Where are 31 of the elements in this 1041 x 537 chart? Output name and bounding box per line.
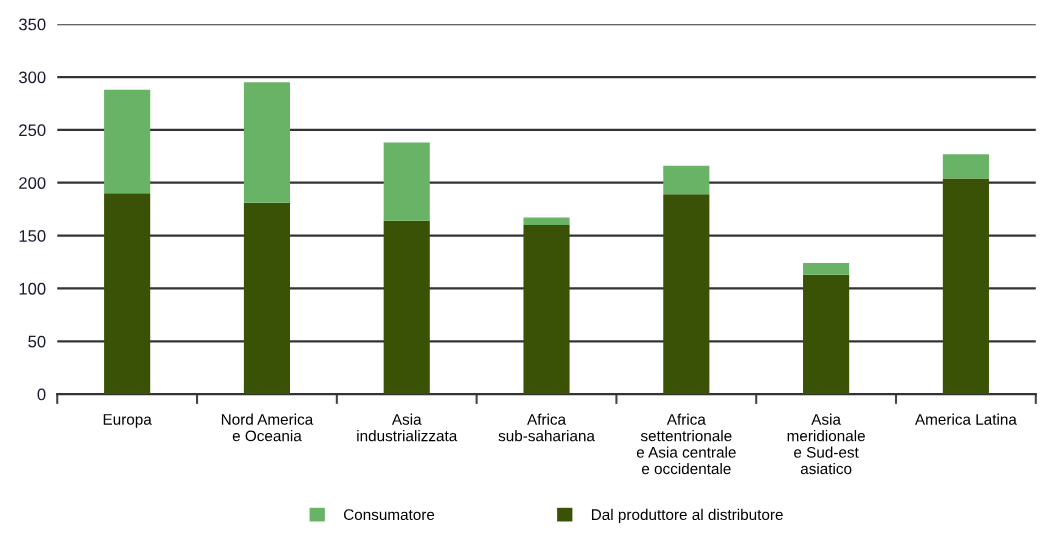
bar	[383, 142, 430, 221]
bar	[383, 220, 430, 395]
legend-label: Consumatore	[343, 509, 435, 521]
bar	[942, 178, 989, 395]
bar	[663, 194, 710, 395]
bar	[104, 193, 151, 395]
x-tick-label: Africa sub-sahariana	[498, 413, 595, 442]
bar	[243, 82, 291, 203]
x-tick-label: Nord America e Oceania	[221, 413, 314, 442]
y-tick-label: 250	[19, 124, 46, 137]
bar	[803, 274, 850, 395]
x-tick-label: Asia meridionale e Sud-est asiatico	[787, 413, 865, 475]
y-tick-label: 300	[18, 71, 46, 84]
bar	[523, 225, 570, 395]
bar	[663, 165, 710, 195]
bar	[803, 263, 850, 275]
bar	[523, 217, 570, 226]
legend-label: Dal produttore al distributore	[591, 508, 783, 524]
x-tick-label: Europa	[103, 414, 152, 428]
x-tick-label: Africa settentrionale e Asia centrale e occidentale	[636, 413, 736, 475]
y-tick-label: 200	[19, 177, 46, 189]
y-tick-label: 100	[19, 282, 46, 295]
bar	[942, 154, 989, 179]
y-tick-label: 0	[37, 388, 46, 401]
y-tick-label: 150	[19, 229, 46, 242]
bar	[243, 202, 291, 395]
bar	[104, 89, 151, 194]
y-tick-label: 50	[28, 335, 46, 348]
x-tick-label: America Latina	[914, 413, 1017, 425]
x-tick-label: Asia industrializzata	[357, 413, 458, 442]
y-tick-label: 350	[18, 18, 46, 31]
